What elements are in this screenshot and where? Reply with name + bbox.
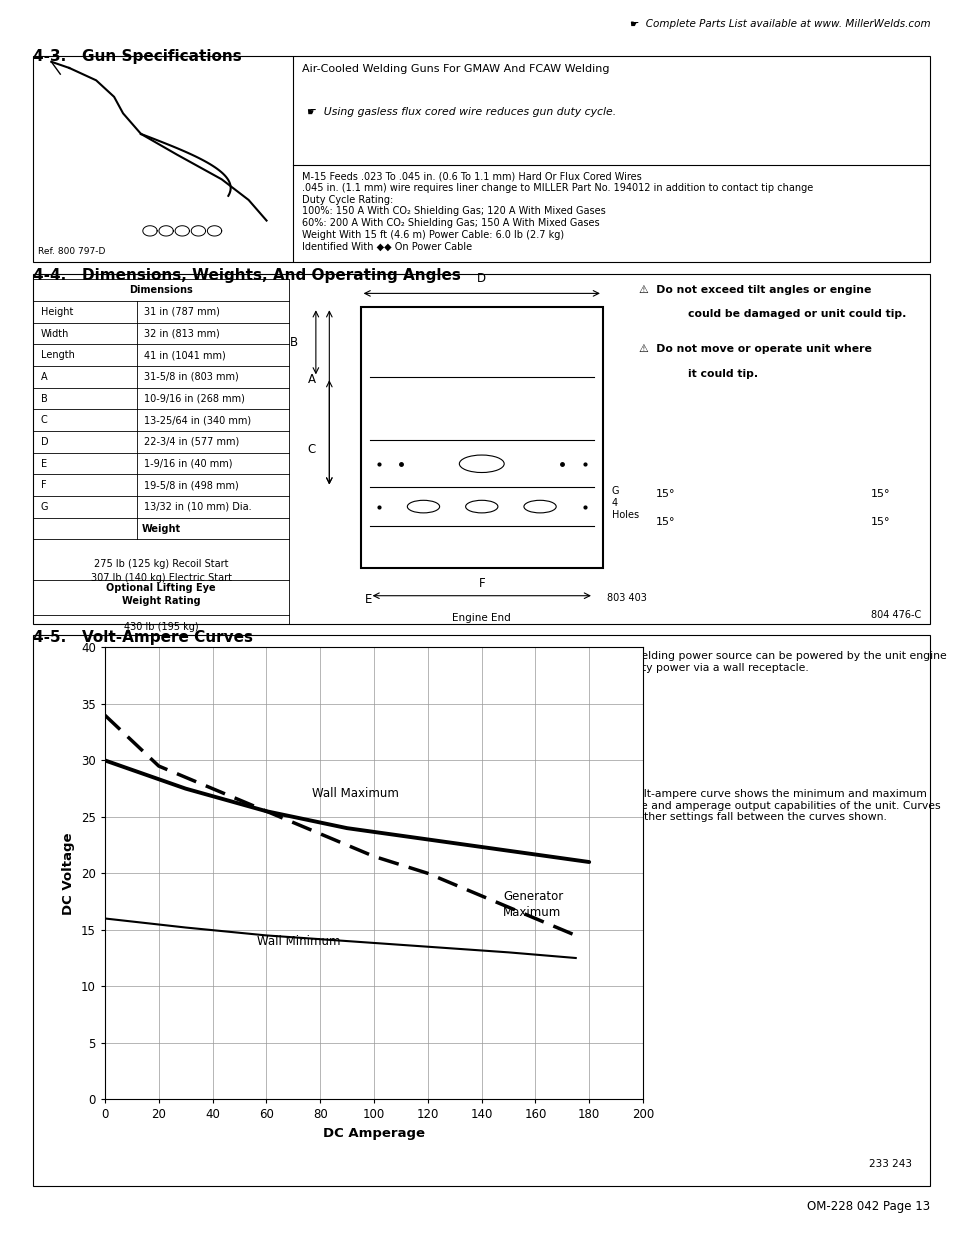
Text: A: A (308, 373, 315, 387)
Text: Wall Minimum: Wall Minimum (256, 935, 340, 948)
Text: 41 in (1041 mm): 41 in (1041 mm) (144, 351, 225, 361)
Text: ⚠  Do not move or operate unit where: ⚠ Do not move or operate unit where (639, 345, 871, 354)
Text: C: C (41, 415, 48, 425)
Text: Generator
Maximum: Generator Maximum (502, 890, 563, 919)
Text: 233 243: 233 243 (868, 1160, 911, 1170)
Text: ⚠  Do not exceed tilt angles or engine: ⚠ Do not exceed tilt angles or engine (639, 284, 870, 295)
Text: Wall Maximum: Wall Maximum (312, 787, 398, 800)
Text: C: C (307, 443, 315, 456)
Text: 32 in (813 mm): 32 in (813 mm) (144, 329, 219, 338)
Text: F: F (478, 578, 484, 590)
Text: Air-Cooled Welding Guns For GMAW And FCAW Welding: Air-Cooled Welding Guns For GMAW And FCA… (302, 64, 609, 74)
Text: it could tip.: it could tip. (687, 368, 758, 379)
Text: 15°: 15° (655, 517, 675, 527)
Text: Weight With 15 ft (4.6 m) Power Cable: 6.0 lb (2.7 kg): Weight With 15 ft (4.6 m) Power Cable: 6… (302, 230, 564, 240)
Text: This welding power source can be powered by the unit engine or utility power via: This welding power source can be powered… (607, 651, 946, 673)
Text: E: E (365, 593, 373, 606)
Text: 10-9/16 in (268 mm): 10-9/16 in (268 mm) (144, 394, 244, 404)
Text: 803 403: 803 403 (607, 593, 646, 603)
Text: F: F (41, 480, 46, 490)
Text: 31 in (787 mm): 31 in (787 mm) (144, 308, 219, 317)
Text: Identified With ◆◆ On Power Cable: Identified With ◆◆ On Power Cable (302, 242, 472, 252)
Text: Width: Width (41, 329, 69, 338)
Text: ☛  Complete Parts List available at www. MillerWelds.com: ☛ Complete Parts List available at www. … (629, 19, 929, 28)
Text: Ref. 800 797-D: Ref. 800 797-D (38, 247, 105, 256)
Text: .045 in. (1.1 mm) wire requires liner change to MILLER Part No. 194012 in additi: .045 in. (1.1 mm) wire requires liner ch… (302, 183, 813, 193)
Text: B: B (290, 336, 297, 348)
Text: G: G (41, 501, 48, 513)
Text: – Optional lifting eye may not
be installed on units with optional cylin-
der ra: – Optional lifting eye may not be instal… (41, 650, 220, 680)
Text: Height: Height (41, 308, 72, 317)
Text: 31-5/8 in (803 mm): 31-5/8 in (803 mm) (144, 372, 238, 382)
Text: 60%: 200 A With CO₂ Shielding Gas; 150 A With Mixed Gases: 60%: 200 A With CO₂ Shielding Gas; 150 A… (302, 219, 599, 228)
Text: G
4
Holes: G 4 Holes (611, 487, 639, 520)
Text: B: B (41, 394, 48, 404)
Text: could be damaged or unit could tip.: could be damaged or unit could tip. (687, 309, 905, 319)
Text: 19-5/8 in (498 mm): 19-5/8 in (498 mm) (144, 480, 238, 490)
Text: 15°: 15° (655, 489, 675, 499)
Text: 4-4.   Dimensions, Weights, And Operating Angles: 4-4. Dimensions, Weights, And Operating … (33, 268, 461, 283)
Bar (360, 308, 602, 568)
Text: A: A (41, 372, 47, 382)
Text: 275 lb (125 kg) Recoil Start
307 lb (140 kg) Electric Start: 275 lb (125 kg) Recoil Start 307 lb (140… (91, 558, 232, 583)
Text: 15°: 15° (870, 517, 890, 527)
Text: 13/32 in (10 mm) Dia.: 13/32 in (10 mm) Dia. (144, 501, 251, 513)
Text: The volt-ampere curve shows the minimum and maximum voltage and amperage output : The volt-ampere curve shows the minimum … (607, 789, 940, 823)
Text: ☛  Using gasless flux cored wire reduces gun duty cycle.: ☛ Using gasless flux cored wire reduces … (307, 107, 616, 117)
Text: Weight: Weight (141, 524, 180, 534)
Text: Length: Length (41, 351, 74, 361)
Text: Dimensions: Dimensions (130, 285, 193, 295)
X-axis label: DC Amperage: DC Amperage (323, 1126, 424, 1140)
Y-axis label: DC Voltage: DC Voltage (62, 832, 75, 915)
Text: D: D (41, 437, 49, 447)
Text: M-15 Feeds .023 To .045 in. (0.6 To 1.1 mm) Hard Or Flux Cored Wires: M-15 Feeds .023 To .045 in. (0.6 To 1.1 … (302, 172, 641, 182)
Text: Duty Cycle Rating:: Duty Cycle Rating: (302, 195, 394, 205)
Text: 804 476-C: 804 476-C (870, 610, 921, 620)
Text: E: E (41, 458, 47, 468)
Text: Engine End: Engine End (452, 614, 511, 624)
Text: 430 lb (195 kg): 430 lb (195 kg) (124, 621, 198, 631)
Text: 4-5.   Volt-Ampere Curves: 4-5. Volt-Ampere Curves (33, 630, 253, 645)
Text: D: D (476, 272, 486, 284)
Text: 4-3.   Gun Specifications: 4-3. Gun Specifications (33, 49, 242, 64)
Text: 22-3/4 in (577 mm): 22-3/4 in (577 mm) (144, 437, 238, 447)
Text: Optional Lifting Eye
Weight Rating: Optional Lifting Eye Weight Rating (106, 583, 215, 606)
Text: 13-25/64 in (340 mm): 13-25/64 in (340 mm) (144, 415, 251, 425)
Text: OM-228 042 Page 13: OM-228 042 Page 13 (806, 1199, 929, 1213)
Text: 15°: 15° (870, 489, 890, 499)
Text: 100%: 150 A With CO₂ Shielding Gas; 120 A With Mixed Gases: 100%: 150 A With CO₂ Shielding Gas; 120 … (302, 206, 605, 216)
Text: 1-9/16 in (40 mm): 1-9/16 in (40 mm) (144, 458, 232, 468)
